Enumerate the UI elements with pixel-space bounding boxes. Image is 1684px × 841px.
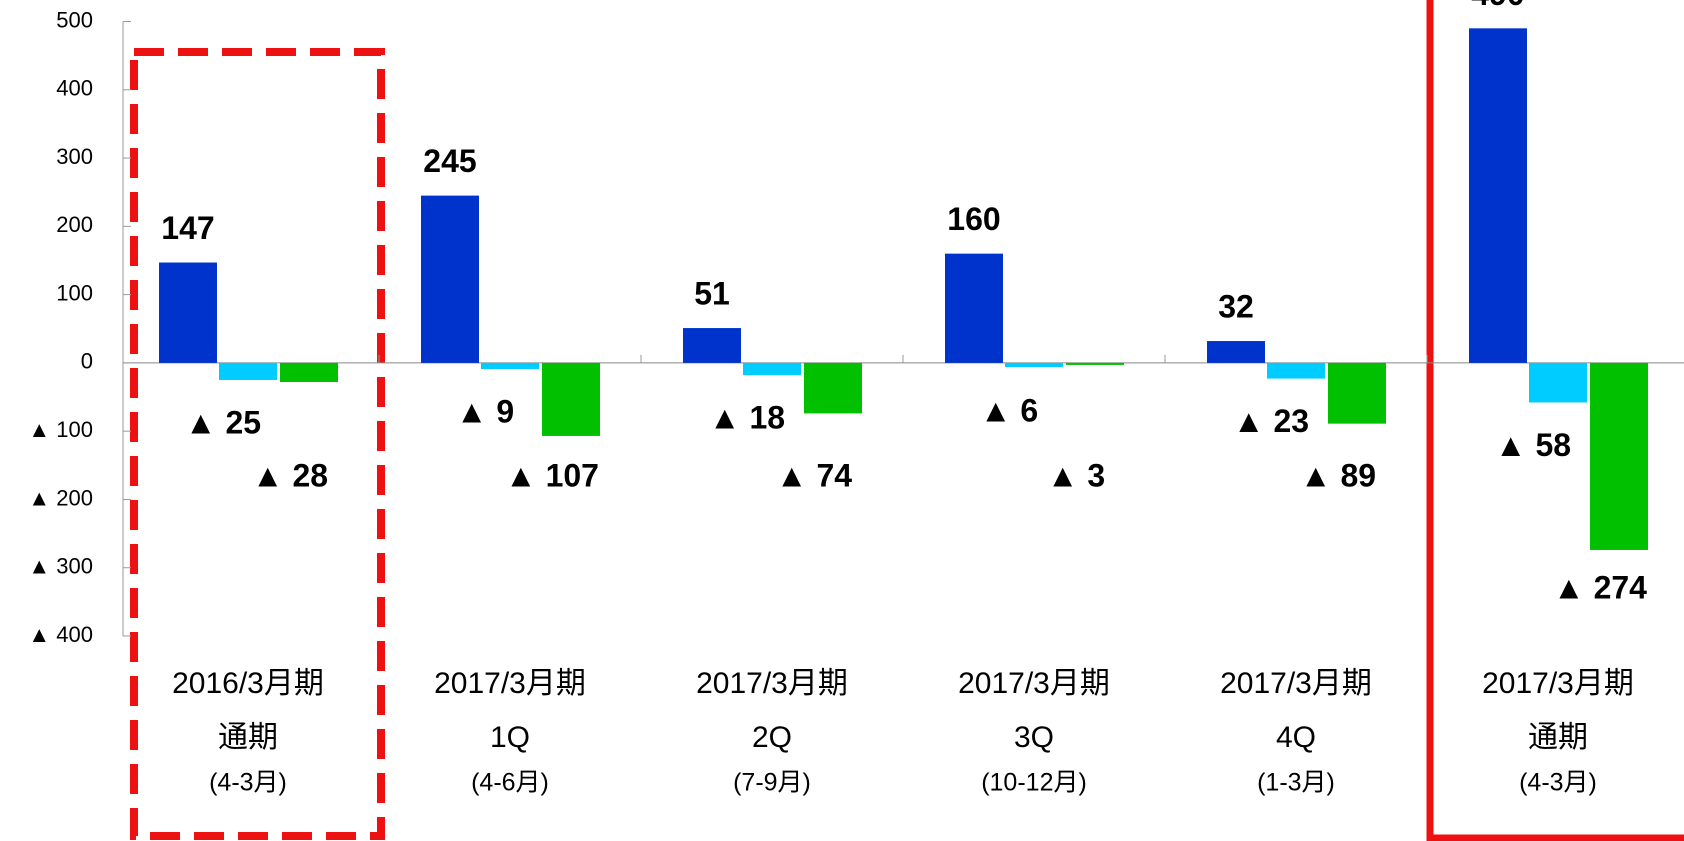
x-tick-label: (4-6月)	[471, 769, 549, 797]
x-tick-label: 2017/3月期	[1220, 667, 1372, 700]
x-tick-label: 4Q	[1276, 721, 1316, 754]
bar	[743, 362, 801, 376]
bar	[945, 253, 1003, 363]
bar	[1267, 362, 1325, 379]
data-label: ▲ 74	[776, 457, 852, 493]
highlight-box-dashed	[130, 48, 385, 840]
y-tick-label: ▲ 400	[28, 622, 93, 647]
x-tick-label: (10-12月)	[981, 769, 1087, 797]
bar	[1328, 362, 1386, 424]
x-tick-label: 2Q	[752, 721, 792, 754]
y-tick-label: 300	[56, 144, 93, 169]
bar	[159, 262, 217, 363]
y-tick-label: ▲ 300	[28, 554, 93, 579]
data-label: ▲ 25	[185, 404, 261, 440]
y-tick-label: 500	[56, 7, 93, 32]
x-tick-label: 2016/3月期	[172, 667, 324, 700]
data-label: ▲ 58	[1495, 427, 1571, 463]
data-label: 32	[1218, 288, 1254, 324]
bar	[219, 362, 277, 380]
data-label: ▲ 18	[709, 400, 785, 436]
bar	[1469, 28, 1527, 363]
bar	[1207, 341, 1265, 363]
bar	[481, 362, 539, 370]
bar	[1590, 362, 1648, 550]
x-tick-label: 2017/3月期	[958, 667, 1110, 700]
data-label: 490	[1471, 0, 1524, 12]
data-label: ▲ 274	[1553, 569, 1647, 605]
data-label: 245	[423, 143, 476, 179]
y-tick-label: 400	[56, 76, 93, 101]
y-tick-label: ▲ 200	[28, 485, 93, 510]
data-label: ▲ 3	[1047, 457, 1105, 493]
x-tick-label: 3Q	[1014, 721, 1054, 754]
bar	[1066, 362, 1124, 365]
bar	[1529, 362, 1587, 403]
data-label: ▲ 9	[456, 393, 514, 429]
y-tick-label: 100	[56, 280, 93, 305]
bar	[1005, 362, 1063, 367]
x-tick-label: (7-9月)	[733, 769, 811, 797]
data-label: 51	[694, 276, 730, 312]
y-tick-label: 200	[56, 212, 93, 237]
data-label: ▲ 6	[980, 392, 1038, 428]
data-label: ▲ 107	[505, 457, 599, 493]
x-tick-label: 通期	[218, 721, 278, 754]
y-tick-label: 0	[81, 349, 93, 374]
bar	[683, 328, 741, 363]
data-label: ▲ 28	[252, 457, 328, 493]
x-tick-label: 通期	[1528, 721, 1588, 754]
highlight-box-solid	[1426, 0, 1684, 841]
bar	[804, 362, 862, 414]
x-tick-label: (4-3月)	[1519, 769, 1597, 797]
x-tick-label: 2017/3月期	[1482, 667, 1634, 700]
x-tick-label: (4-3月)	[209, 769, 287, 797]
x-tick-label: 2017/3月期	[696, 667, 848, 700]
x-tick-label: (1-3月)	[1257, 769, 1335, 797]
y-tick-label: ▲ 100	[28, 417, 93, 442]
bar	[421, 195, 479, 363]
data-label: 147	[161, 210, 214, 246]
data-label: ▲ 23	[1233, 403, 1309, 439]
bar	[280, 362, 338, 383]
x-tick-label: 1Q	[490, 721, 530, 754]
x-tick-label: 2017/3月期	[434, 667, 586, 700]
data-label: 160	[947, 201, 1000, 237]
bar	[542, 362, 600, 436]
data-label: ▲ 89	[1300, 457, 1376, 493]
